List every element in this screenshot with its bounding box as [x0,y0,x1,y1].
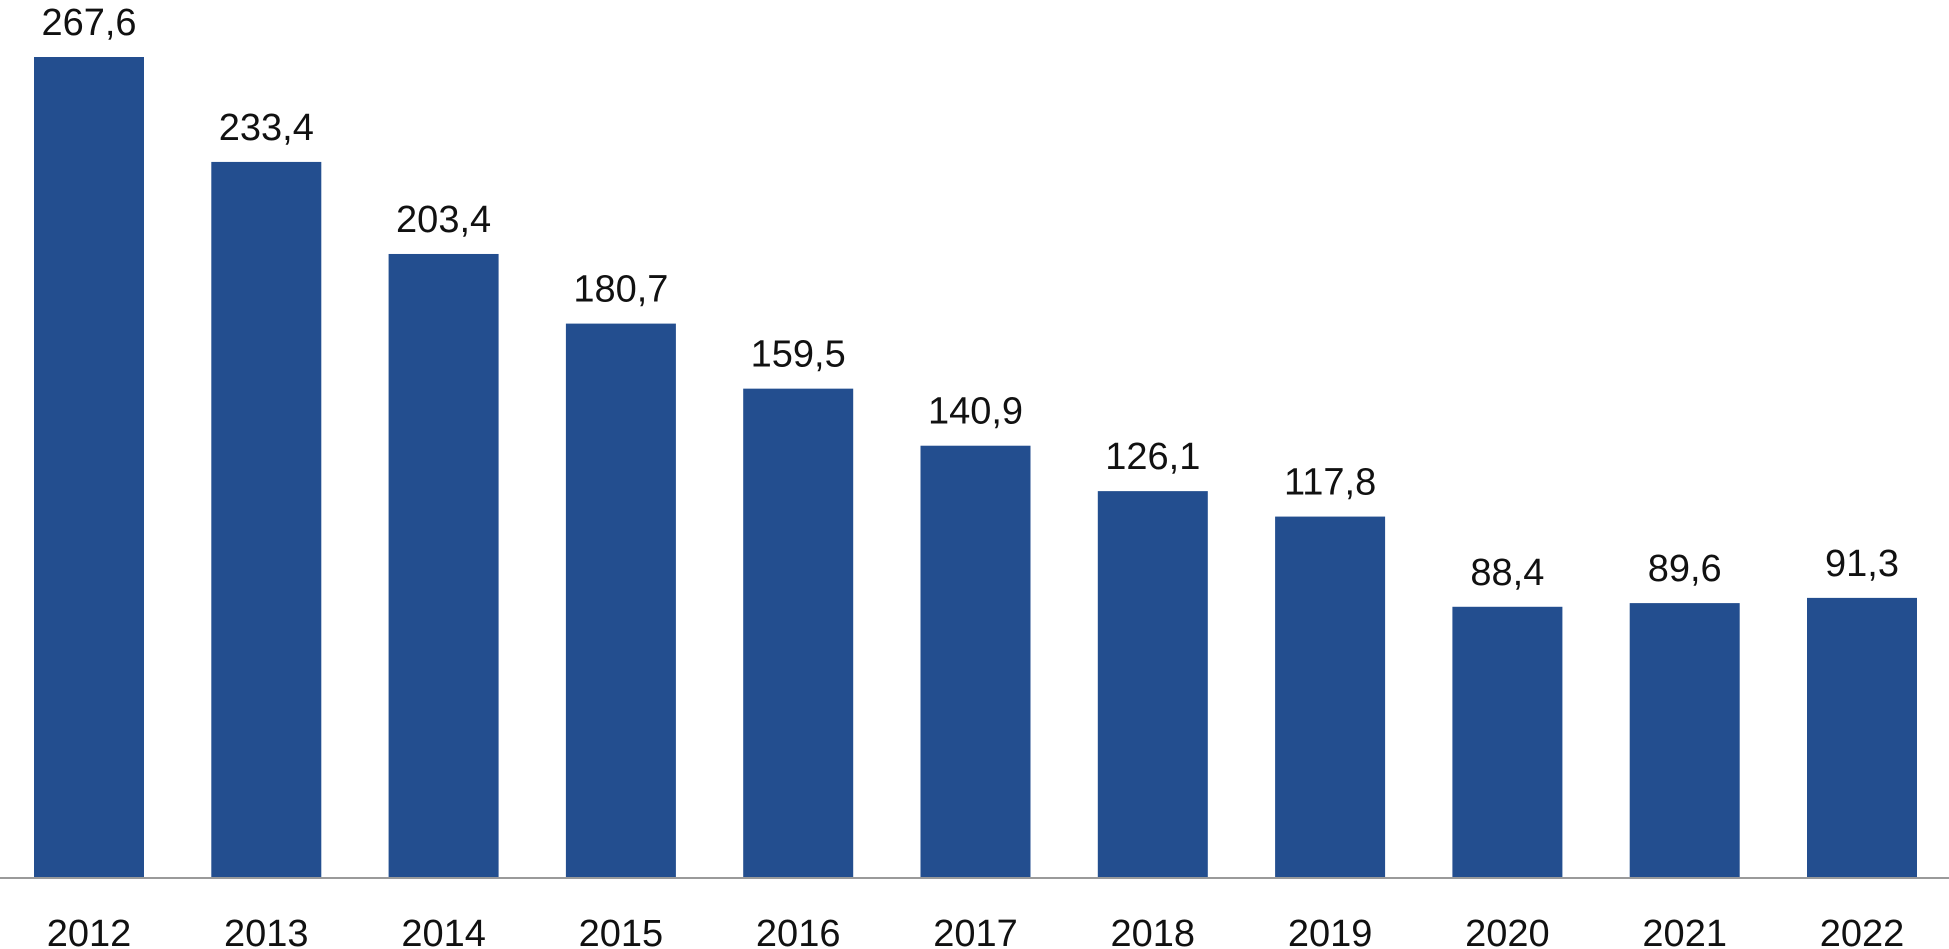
value-labels-group: 267,6 233,4 203,4 180,7 159,5 140,9 126,1 117,8… [41,2,1899,594]
x-tick-label-2012: 2012 [47,913,132,949]
bars-group [34,57,1917,878]
x-tick-label-2017: 2017 [933,913,1018,949]
value-label-2013: 233,4 [219,107,314,149]
bar-2017 [920,445,1031,878]
x-tick-label-2018: 2018 [1111,913,1196,949]
value-label-2021: 89,6 [1648,548,1722,590]
x-tick-label-2022: 2022 [1820,913,1905,949]
x-tick-label-2015: 2015 [579,913,664,949]
value-label-2012: 267,6 [41,2,136,44]
bar-2020 [1452,606,1563,878]
x-tick-label-2020: 2020 [1465,913,1550,949]
bar-2013 [211,161,322,878]
x-tick-label-2021: 2021 [1642,913,1727,949]
x-tick-label-2014: 2014 [401,913,486,949]
bar-2015 [565,323,676,878]
value-label-2014: 203,4 [396,199,491,241]
bar-2014 [388,253,499,878]
bar-2022 [1807,597,1917,878]
value-label-2020: 88,4 [1470,552,1544,594]
x-tick-labels-group: 2012 2013 2014 2015 2016 2017 2018 2019 2020 2021… [47,913,1905,949]
bar-2012 [34,57,144,878]
value-label-2017: 140,9 [928,391,1023,433]
value-label-2016: 159,5 [751,334,846,376]
value-label-2022: 91,3 [1825,543,1899,585]
value-label-2015: 180,7 [573,269,668,311]
bar-2016 [743,388,854,878]
bar-2019 [1275,516,1386,878]
x-tick-label-2013: 2013 [224,913,309,949]
x-tick-label-2019: 2019 [1288,913,1373,949]
bar-2018 [1097,491,1208,878]
value-label-2019: 117,8 [1284,462,1376,504]
x-tick-label-2016: 2016 [756,913,841,949]
value-label-2018: 126,1 [1105,436,1200,478]
bar-2021 [1629,603,1740,878]
